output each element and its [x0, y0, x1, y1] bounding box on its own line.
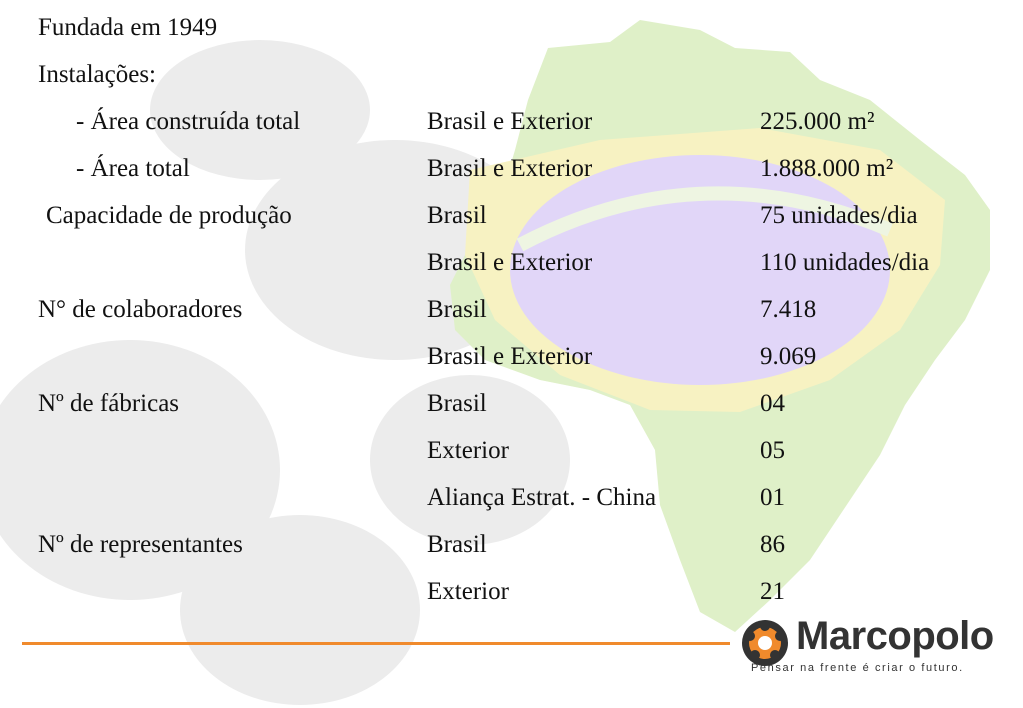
factories-exterior-region: Exterior — [427, 437, 509, 464]
representatives-exterior-region: Exterior — [427, 578, 509, 605]
factories-china-region: Aliança Estrat. - China — [427, 484, 657, 511]
logo-wordmark: Marcopolo — [796, 614, 994, 658]
capacity-label: Capacidade de produção — [46, 202, 292, 229]
capacity-brasil-value: 75 unidades/dia — [760, 202, 918, 229]
employees-label: N° de colaboradores — [38, 296, 243, 323]
built-area-value: 225.000 m² — [760, 108, 875, 135]
total-area-value: 1.888.000 m² — [760, 155, 894, 182]
employees-total-region: Brasil e Exterior — [427, 343, 593, 370]
facilities-heading: Instalações: — [38, 61, 157, 88]
founded-label: Fundada em 1949 — [38, 14, 218, 41]
factories-exterior-value: 05 — [760, 437, 785, 464]
built-area-label: - Área construída total — [76, 108, 301, 135]
brazil-map-watermark — [450, 20, 990, 632]
total-area-label: - Área total — [76, 155, 190, 182]
logo-tagline: Pensar na frente é criar o futuro. — [751, 662, 964, 674]
factories-label: Nº de fábricas — [38, 390, 180, 417]
employees-brasil-region: Brasil — [427, 296, 487, 323]
capacity-total-value: 110 unidades/dia — [760, 249, 930, 276]
employees-total-value: 9.069 — [760, 343, 817, 370]
capacity-total-region: Brasil e Exterior — [427, 249, 593, 276]
representatives-label: Nº de representantes — [38, 531, 243, 558]
marcopolo-logo-icon — [742, 620, 788, 666]
factories-brasil-region: Brasil — [427, 390, 487, 417]
built-area-region: Brasil e Exterior — [427, 108, 593, 135]
footer-orange-rule — [22, 642, 730, 645]
factories-brasil-value: 04 — [760, 390, 785, 417]
capacity-brasil-region: Brasil — [427, 202, 487, 229]
employees-brasil-value: 7.418 — [760, 296, 817, 323]
marcopolo-logo: Marcopolo Pensar na frente é criar o fut… — [738, 614, 1008, 686]
representatives-exterior-value: 21 — [760, 578, 785, 605]
factories-china-value: 01 — [760, 484, 785, 511]
total-area-region: Brasil e Exterior — [427, 155, 593, 182]
representatives-brasil-region: Brasil — [427, 531, 487, 558]
representatives-brasil-value: 86 — [760, 531, 785, 558]
